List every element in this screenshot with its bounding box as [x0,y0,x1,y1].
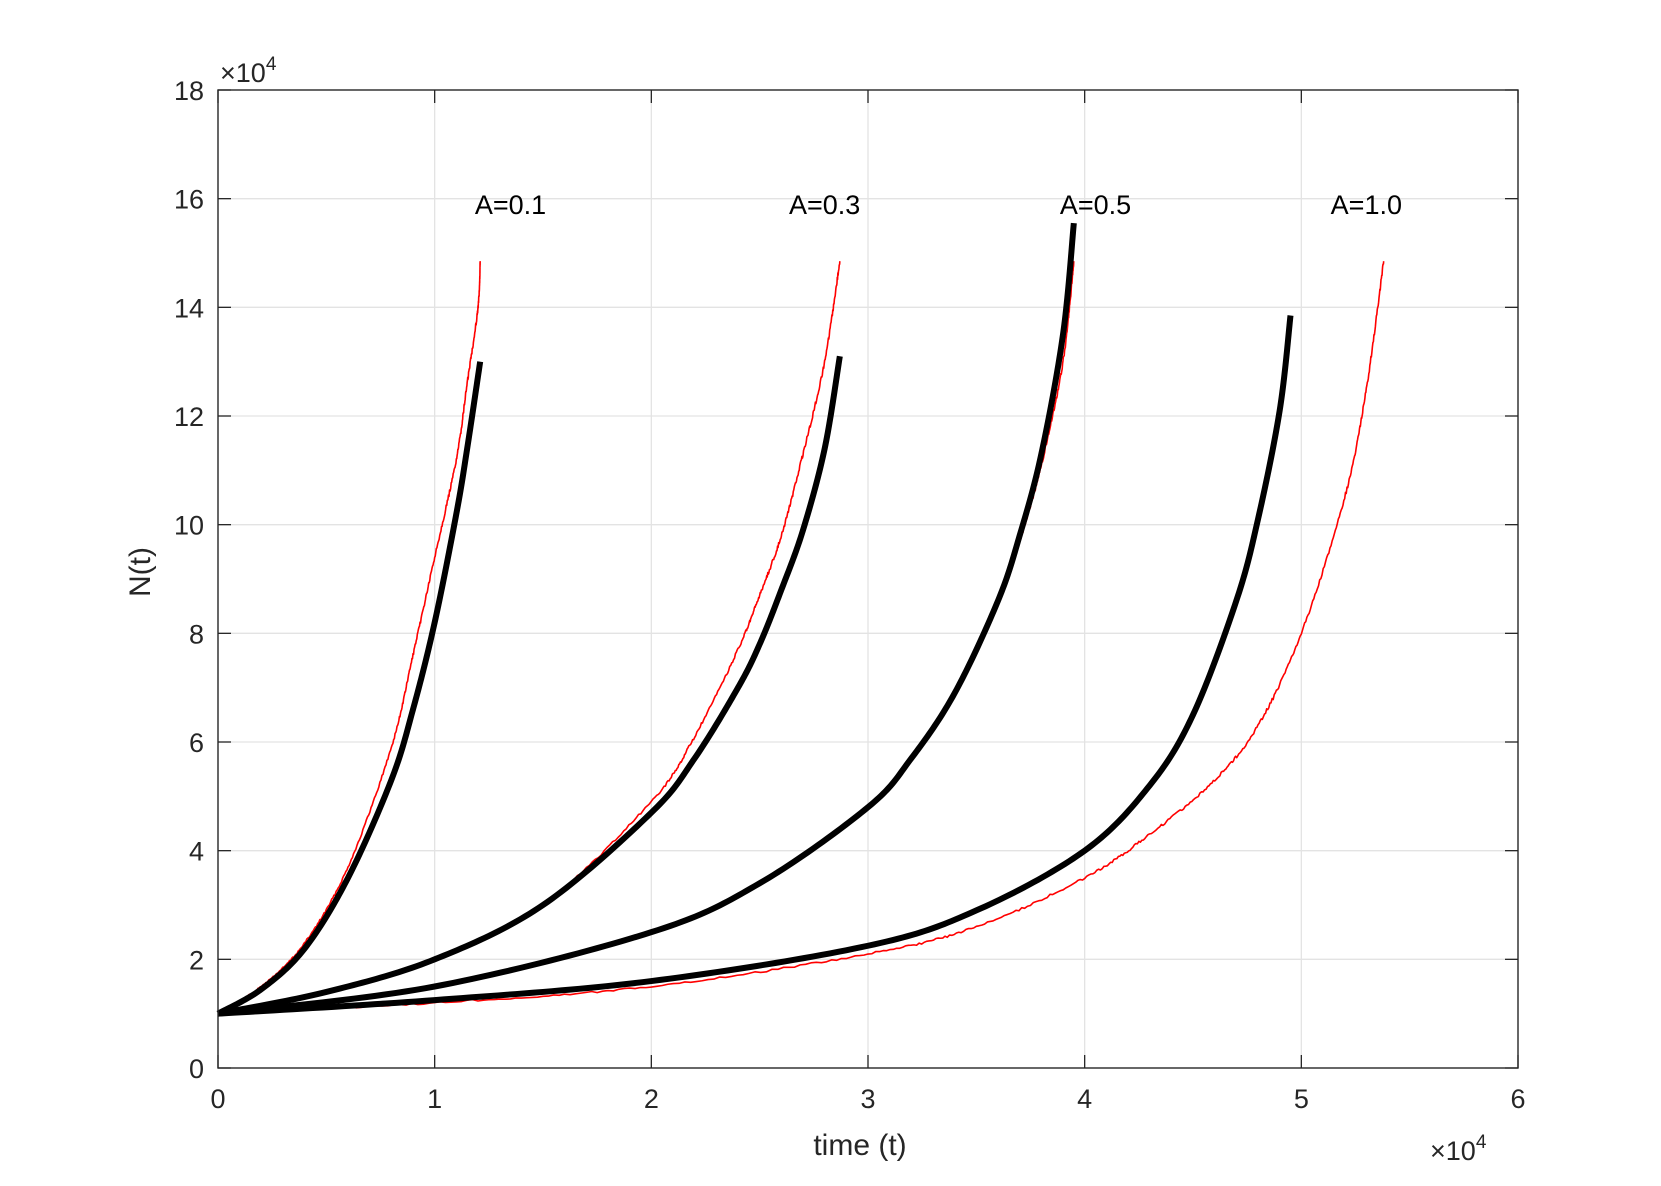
x-axis-title: time (t) [813,1129,906,1162]
y-tick-label: 8 [189,619,204,649]
x-exponent-label: ×104 [1430,1132,1487,1166]
simulation-curve-6 [217,261,1385,1015]
x-tick-label: 0 [210,1084,225,1114]
series-group [215,222,1385,1017]
y-axis-title: N(t) [124,547,157,597]
y-tick-label: 6 [189,728,204,758]
x-tick-label: 6 [1510,1084,1525,1114]
y-tick-label: 12 [174,402,204,432]
x-tick-label: 4 [1077,1084,1092,1114]
theory-curve-3 [217,355,843,1017]
curve-annotation: A=1.0 [1331,190,1402,220]
y-tick-label: 18 [174,76,204,106]
theory-curve-7 [217,314,1294,1017]
y-tick-label: 0 [189,1054,204,1084]
y-tick-label: 2 [189,945,204,975]
x-tick-label: 1 [427,1084,442,1114]
curve-annotation: A=0.3 [789,190,860,220]
annotation-group: A=0.1 A=0.3 A=0.5 A=1.0 [475,190,1402,220]
y-exponent-label: ×104 [220,54,277,88]
y-tick-label: 4 [189,837,204,867]
y-tick-label: 10 [174,511,204,541]
curve-annotation: A=0.1 [475,190,546,220]
x-tick-label: 3 [860,1084,875,1114]
y-tick-label: 16 [174,185,204,215]
theory-curve-5 [217,222,1077,1017]
theory-curve-1 [215,360,484,1017]
y-tick-label: 14 [174,293,204,323]
x-tick-label: 5 [1294,1084,1309,1114]
x-tick-label: 2 [644,1084,659,1114]
curve-annotation: A=0.5 [1060,190,1131,220]
